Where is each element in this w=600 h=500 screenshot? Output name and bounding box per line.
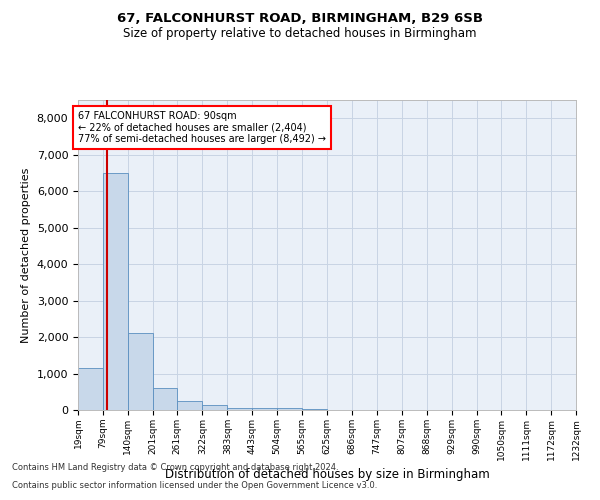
Text: 67 FALCONHURST ROAD: 90sqm
← 22% of detached houses are smaller (2,404)
77% of s: 67 FALCONHURST ROAD: 90sqm ← 22% of deta… [78, 111, 326, 144]
Text: Contains public sector information licensed under the Open Government Licence v3: Contains public sector information licen… [12, 481, 377, 490]
X-axis label: Distribution of detached houses by size in Birmingham: Distribution of detached houses by size … [164, 468, 490, 481]
Bar [178, 400, 202, 410]
Bar [202, 406, 227, 410]
Text: Contains HM Land Registry data © Crown copyright and database right 2024.: Contains HM Land Registry data © Crown c… [12, 464, 338, 472]
Bar [227, 408, 252, 410]
Bar [252, 408, 277, 410]
Y-axis label: Number of detached properties: Number of detached properties [21, 168, 31, 342]
Bar [128, 334, 153, 410]
Bar [302, 408, 327, 410]
Text: 67, FALCONHURST ROAD, BIRMINGHAM, B29 6SB: 67, FALCONHURST ROAD, BIRMINGHAM, B29 6S… [117, 12, 483, 26]
Bar [153, 388, 178, 410]
Bar [277, 408, 302, 410]
Text: Size of property relative to detached houses in Birmingham: Size of property relative to detached ho… [123, 28, 477, 40]
Bar [78, 368, 103, 410]
Bar [103, 173, 128, 410]
